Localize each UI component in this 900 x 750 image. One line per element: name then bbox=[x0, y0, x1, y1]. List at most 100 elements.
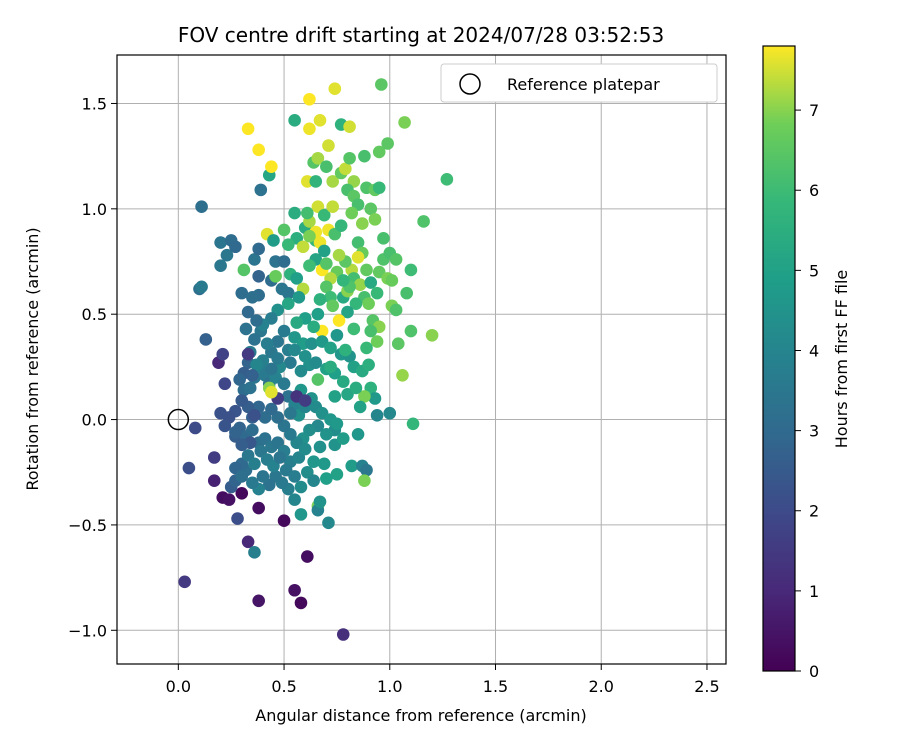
data-point bbox=[398, 116, 411, 129]
data-point bbox=[252, 143, 265, 157]
data-point bbox=[336, 274, 350, 287]
data-point bbox=[307, 474, 320, 487]
data-point bbox=[235, 487, 249, 500]
data-point bbox=[216, 347, 230, 361]
colorbar-label: Hours from first FF file bbox=[832, 270, 851, 449]
data-point bbox=[336, 432, 350, 445]
y-tick-label: 0.5 bbox=[82, 305, 107, 324]
colorbar-tick-label: 3 bbox=[809, 422, 819, 441]
data-point bbox=[281, 286, 295, 300]
data-point bbox=[440, 173, 454, 186]
data-point bbox=[250, 314, 263, 327]
legend-label: Reference platepar bbox=[507, 75, 660, 94]
data-point bbox=[243, 381, 257, 395]
data-point bbox=[404, 324, 418, 338]
data-point bbox=[324, 360, 337, 374]
data-point bbox=[195, 200, 208, 214]
data-point bbox=[269, 269, 282, 283]
data-point bbox=[258, 411, 272, 424]
data-point bbox=[349, 381, 363, 395]
data-point bbox=[284, 406, 297, 420]
data-point bbox=[313, 114, 327, 127]
data-point bbox=[389, 303, 403, 317]
data-point bbox=[358, 390, 371, 403]
data-point bbox=[294, 508, 308, 521]
data-point bbox=[298, 350, 312, 363]
data-point bbox=[345, 206, 359, 220]
data-point bbox=[404, 263, 418, 277]
x-tick-label: 2.5 bbox=[694, 677, 719, 696]
data-point bbox=[229, 425, 242, 439]
data-point bbox=[250, 358, 263, 372]
data-point bbox=[294, 596, 308, 610]
data-point bbox=[313, 293, 327, 306]
data-point bbox=[341, 305, 354, 319]
reference-marker bbox=[167, 408, 190, 431]
data-point bbox=[290, 272, 304, 285]
data-point bbox=[277, 514, 291, 528]
data-point bbox=[235, 394, 249, 407]
data-point bbox=[368, 213, 382, 226]
data-point bbox=[326, 299, 339, 313]
data-point bbox=[353, 278, 367, 291]
data-point bbox=[377, 232, 390, 245]
data-point bbox=[326, 175, 339, 188]
data-point bbox=[288, 206, 301, 220]
data-point bbox=[246, 476, 259, 490]
colorbar-tick-label: 5 bbox=[809, 261, 819, 280]
data-point bbox=[252, 242, 265, 256]
data-point bbox=[303, 122, 316, 136]
data-point bbox=[277, 377, 291, 391]
colorbar-tick-label: 0 bbox=[809, 662, 819, 681]
data-points bbox=[178, 78, 454, 641]
y-tick-label: 0.0 bbox=[82, 411, 107, 430]
legend-marker bbox=[459, 73, 481, 95]
data-point bbox=[296, 240, 310, 254]
colorbar-tick-label: 7 bbox=[809, 101, 819, 120]
y-axis-ticks: −1.0 −0.5 0.0 0.5 1.0 1.5 bbox=[68, 94, 117, 640]
data-point bbox=[311, 151, 325, 165]
data-point bbox=[351, 236, 365, 249]
data-point bbox=[339, 162, 352, 176]
data-point bbox=[288, 493, 301, 506]
data-point bbox=[241, 305, 255, 319]
colorbar-tick-label: 2 bbox=[809, 502, 819, 521]
data-point bbox=[400, 286, 413, 300]
data-point bbox=[235, 470, 249, 483]
data-point bbox=[292, 291, 306, 304]
data-point bbox=[199, 333, 213, 346]
y-tick-label: −0.5 bbox=[68, 516, 107, 535]
data-point bbox=[317, 208, 331, 222]
data-point bbox=[241, 535, 255, 549]
colorbar-tick-label: 4 bbox=[809, 341, 819, 360]
data-point bbox=[182, 461, 196, 475]
data-point bbox=[271, 335, 285, 348]
data-point bbox=[301, 550, 314, 563]
y-tick-label: −1.0 bbox=[68, 621, 107, 640]
data-point bbox=[271, 352, 285, 365]
data-point bbox=[303, 229, 316, 243]
data-point bbox=[303, 92, 316, 106]
data-point bbox=[265, 160, 278, 173]
data-point bbox=[425, 328, 439, 342]
colorbar-tick-label: 1 bbox=[809, 582, 819, 601]
data-point bbox=[385, 274, 399, 287]
y-tick-label: 1.5 bbox=[82, 94, 107, 113]
legend: Reference platepar bbox=[440, 63, 718, 103]
y-axis-label: Rotation from reference (arcmin) bbox=[23, 227, 42, 490]
data-point bbox=[381, 137, 394, 150]
data-point bbox=[360, 263, 373, 277]
data-point bbox=[273, 451, 287, 464]
x-tick-label: 1.5 bbox=[483, 677, 508, 696]
data-point bbox=[307, 455, 320, 469]
data-point bbox=[298, 442, 312, 456]
colorbar-tick-label: 6 bbox=[809, 181, 819, 200]
data-point bbox=[368, 392, 382, 405]
data-point bbox=[207, 451, 221, 464]
data-point bbox=[311, 373, 325, 386]
data-point bbox=[294, 364, 308, 378]
data-point bbox=[252, 269, 265, 283]
x-axis-ticks: 0.0 0.5 1.0 1.5 2.0 2.5 bbox=[166, 664, 720, 696]
chart-title: FOV centre drift starting at 2024/07/28 … bbox=[178, 23, 664, 47]
data-point bbox=[248, 457, 261, 471]
